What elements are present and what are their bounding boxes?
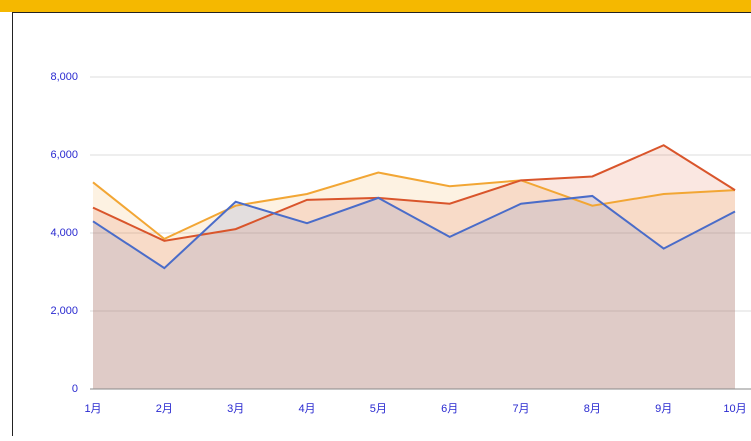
x-tick-label: 9月: [655, 403, 672, 415]
y-tick-label: 0: [72, 383, 78, 395]
x-tick-label: 10月: [723, 403, 746, 415]
x-tick-label: 5月: [370, 403, 387, 415]
header-bar: [0, 0, 751, 12]
x-tick-label: 3月: [227, 403, 244, 415]
y-tick-label: 2,000: [50, 305, 78, 317]
x-tick-label: 6月: [441, 403, 458, 415]
y-tick-label: 8,000: [50, 71, 78, 83]
x-tick-label: 1月: [84, 403, 101, 415]
y-tick-label: 4,000: [50, 227, 78, 239]
x-tick-label: 8月: [584, 403, 601, 415]
y-tick-label: 6,000: [50, 149, 78, 161]
x-tick-label: 7月: [512, 403, 529, 415]
x-tick-label: 4月: [298, 403, 315, 415]
x-tick-label: 2月: [156, 403, 173, 415]
